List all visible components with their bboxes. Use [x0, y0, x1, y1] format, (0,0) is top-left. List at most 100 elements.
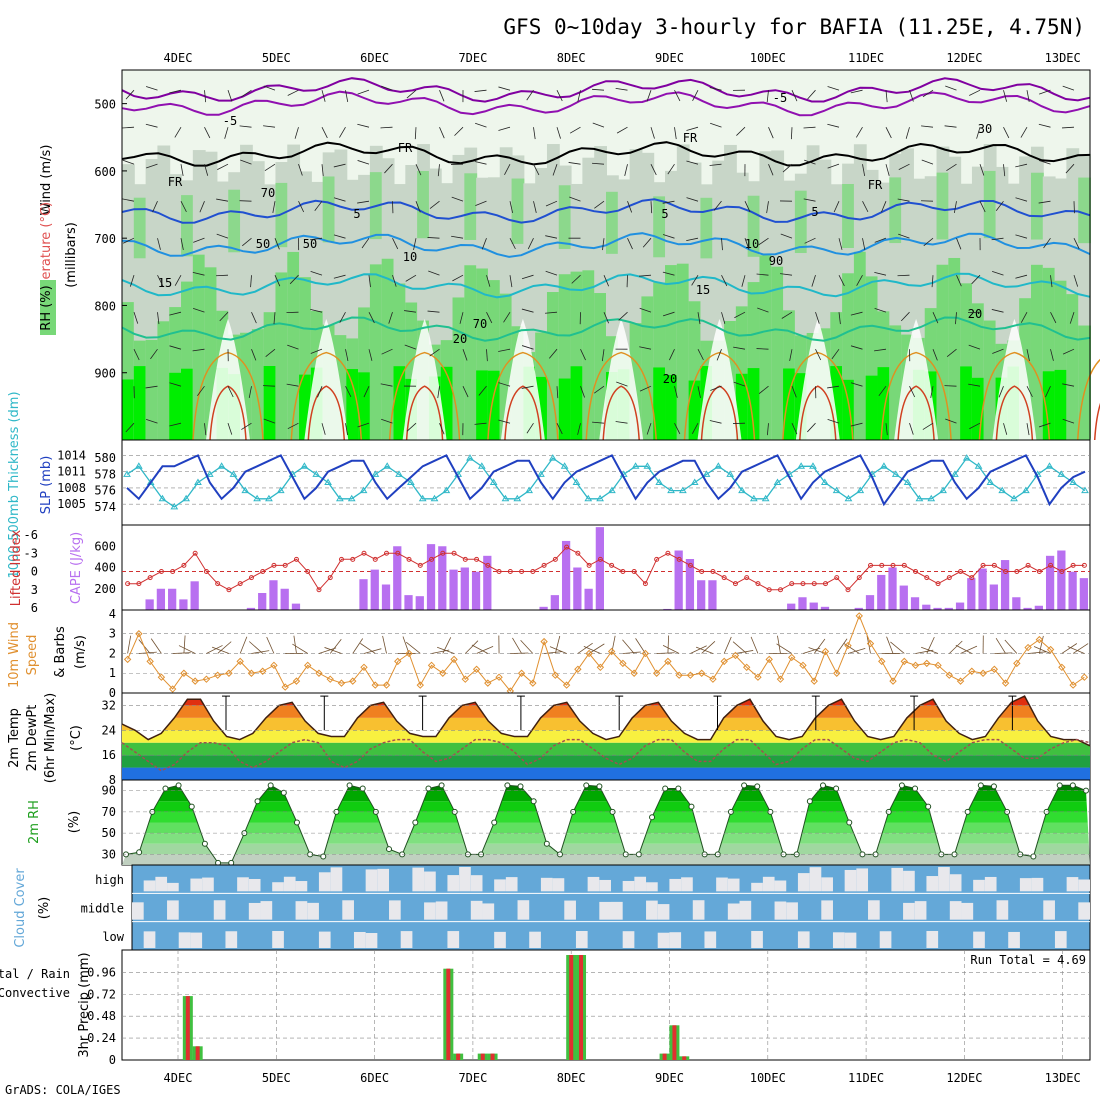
precip-conv-bar [672, 1025, 677, 1060]
thickness-point [1081, 486, 1089, 494]
wind-speed-point [596, 663, 605, 672]
ylabel-convective: Convective [0, 986, 70, 1000]
cape-bar [899, 585, 908, 610]
li-point [496, 569, 502, 574]
cloud-bar [272, 930, 284, 948]
wind-barb [429, 348, 440, 357]
wind-speed-point [213, 671, 222, 679]
rh-band-upper [464, 173, 478, 240]
cloud-bar [832, 932, 845, 948]
wind-barb [627, 238, 633, 250]
rh-band-green [546, 292, 560, 440]
wind-speed-point [427, 661, 436, 670]
contour-label: -5 [223, 114, 237, 128]
cloud-bar [716, 877, 728, 892]
wind-barb [627, 201, 633, 213]
thickness-point [371, 470, 380, 477]
wind-barb [241, 89, 252, 98]
wind-speed-point [484, 679, 492, 687]
temp-contour-line [121, 316, 1091, 342]
li-point [744, 575, 750, 581]
contour-label: FR [168, 175, 183, 189]
wind-barb [691, 422, 699, 434]
rh-point [293, 819, 300, 826]
wind-barb [318, 647, 337, 654]
thickness-point [643, 462, 652, 469]
x-label-bottom: 10DEC [750, 1071, 786, 1085]
wind-speed-point [315, 669, 323, 677]
wind-barb [157, 312, 160, 325]
rh-point [438, 782, 445, 789]
rh-band-green [287, 251, 301, 440]
x-label-top: 7DEC [458, 51, 487, 65]
wind-barb [922, 422, 934, 430]
wind-barb [1050, 349, 1054, 361]
wind-speed-point [855, 612, 863, 620]
wind-barb [905, 127, 910, 139]
wind-barb [850, 311, 863, 316]
y-tick-temp: 32 [102, 698, 116, 712]
cloud-bar [143, 931, 156, 948]
x-label-bottom: 4DEC [164, 1071, 193, 1085]
wind-barb [615, 421, 628, 424]
li-point [834, 575, 840, 581]
wind-barb [526, 422, 534, 434]
wind-speed-point [495, 673, 503, 681]
rh-point [649, 814, 656, 821]
li-point [248, 575, 254, 581]
li-point [181, 562, 187, 568]
wind-barb [204, 164, 209, 176]
wind-barb [287, 89, 299, 96]
precip-conv-bar [456, 1053, 461, 1060]
wind-barb [639, 385, 652, 392]
wind-barb [512, 637, 522, 654]
y-tick-temp: 24 [102, 723, 116, 737]
wind-barb [204, 127, 211, 139]
wind-barb [843, 643, 860, 654]
thickness-point [631, 462, 640, 469]
wind-speed-point [956, 677, 965, 685]
temp-contour-25 [290, 351, 363, 441]
wind-barb [357, 123, 370, 128]
temp-contour-25 [782, 351, 854, 441]
cloud-bar [669, 878, 682, 892]
cloud-bar [272, 882, 284, 892]
cloud-bar [657, 932, 670, 948]
wind-barb [744, 238, 750, 250]
wind-barb [1020, 311, 1028, 323]
precip-conv-bar [579, 955, 584, 1060]
thickness-point [1057, 470, 1066, 477]
thickness-point [880, 462, 888, 469]
wind-barb [667, 163, 675, 175]
x-label-top: 4DEC [164, 51, 193, 65]
cloud-bar [225, 931, 238, 948]
cloud-bar [318, 931, 331, 948]
thickness-point [513, 494, 522, 502]
cape-bar [539, 606, 548, 610]
temp-line [121, 695, 1091, 747]
wind-barb [615, 87, 628, 91]
wind-barb [1015, 197, 1028, 202]
cloud-bar [809, 867, 822, 892]
rh-point [977, 782, 984, 789]
cloud-bar [868, 900, 880, 920]
rh-band-green [145, 339, 159, 440]
rh-point [412, 819, 419, 826]
cape-bar [1079, 578, 1088, 610]
wind-barb [526, 89, 534, 101]
wind-barb [437, 646, 455, 654]
wind-barb [953, 201, 957, 214]
wind-speed-point [1058, 663, 1066, 672]
y-tick-rh: 50 [102, 826, 116, 840]
temp-band [122, 755, 1090, 768]
wind-speed-point [1069, 681, 1077, 689]
wind-barb [923, 237, 934, 247]
y-tick-cape: 600 [94, 539, 116, 553]
wind-barb [310, 237, 323, 241]
wind-barb [452, 274, 464, 282]
wind-barb [169, 89, 182, 94]
wind-barb [193, 237, 205, 243]
wind-barb [850, 89, 863, 94]
wind-barb [321, 127, 328, 139]
li-point [564, 544, 570, 550]
